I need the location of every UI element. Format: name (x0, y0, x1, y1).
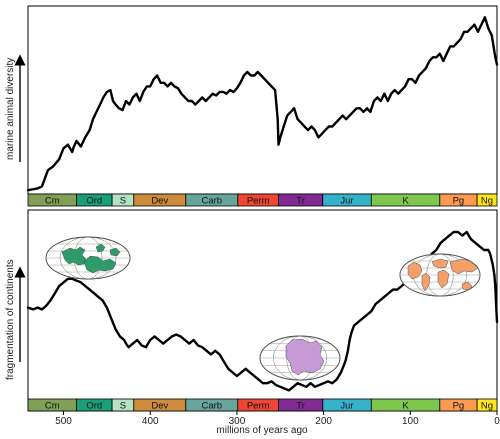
cretaceous-globe (399, 253, 481, 297)
period-label-perm: Perm (247, 196, 270, 207)
period-label-s: S (120, 401, 126, 412)
period-label-ord: Ord (86, 196, 102, 207)
period-label-cm: Cm (45, 196, 60, 207)
x-axis: 500 400 300 200 100 0 (55, 411, 500, 427)
period-label-carb: Carb (202, 401, 223, 412)
top-period-bar: Cm Ord S Dev Carb Perm Tr Jur K Pg Ng (27, 193, 498, 207)
period-label-jur: Jur (340, 196, 353, 207)
diversity-line (26, 16, 499, 192)
period-label-k: K (402, 196, 409, 207)
triassic-globe (259, 335, 341, 381)
period-label-perm: Perm (247, 401, 270, 412)
bottom-ylabel: fragmentation of continents (5, 259, 16, 380)
period-label-ng: Ng (481, 196, 493, 207)
period-label-pg: Pg (453, 196, 465, 207)
top-panel: Cm Ord S Dev Carb Perm Tr Jur K Pg Ng marine anima… (5, 5, 499, 207)
period-label-cm: Cm (45, 401, 60, 412)
period-label-ord: Ord (86, 401, 102, 412)
top-ylabel: marine animal diversity (5, 58, 16, 160)
bottom-period-bar: Cm Ord S Dev Carb Perm Tr Jur K Pg Ng (27, 398, 498, 412)
ordovician-globe (45, 236, 131, 280)
period-label-dev: Dev (151, 196, 168, 207)
diversity-series (26, 16, 499, 192)
period-ng (476, 398, 498, 412)
period-label-ng: Ng (481, 401, 493, 412)
period-ng (476, 193, 498, 207)
period-label-s: S (120, 196, 126, 207)
period-label-tr: Tr (296, 196, 305, 207)
top-panel-frame (27, 5, 498, 195)
x-axis-label: millions of years ago (216, 425, 308, 436)
x-tick-label: 500 (55, 416, 72, 427)
period-label-jur: Jur (340, 401, 353, 412)
globes (45, 236, 481, 381)
period-label-dev: Dev (151, 401, 168, 412)
x-tick-label: 100 (402, 416, 419, 427)
period-label-carb: Carb (202, 196, 223, 207)
bottom-panel: Cm Ord S Dev Carb Perm Tr Jur K Pg Ng fragmentatio… (5, 209, 500, 436)
x-tick-label: 300 (229, 416, 246, 427)
period-label-k: K (402, 401, 409, 412)
x-tick-label: 400 (142, 416, 159, 427)
x-tick-label: 0 (494, 416, 500, 427)
period-label-pg: Pg (453, 401, 465, 412)
period-label-tr: Tr (296, 401, 305, 412)
x-tick-label: 200 (315, 416, 332, 427)
